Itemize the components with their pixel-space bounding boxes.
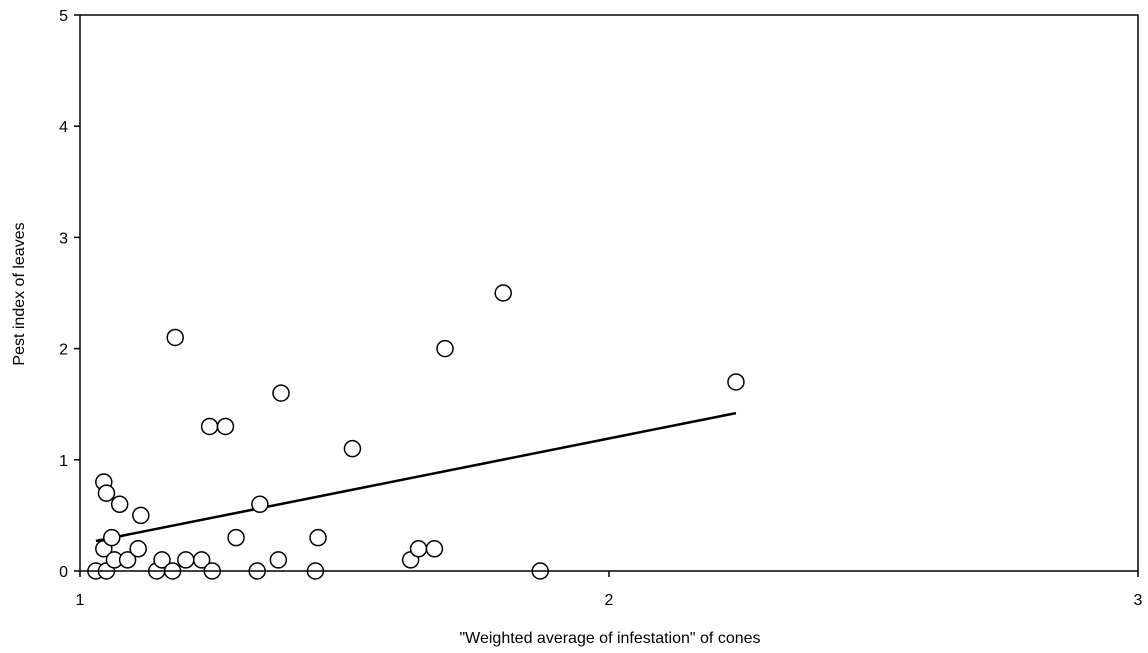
x-tick-label: 2 [605,592,614,609]
data-point [272,384,290,402]
data-point [200,417,219,436]
data-point [216,417,235,436]
data-point [192,551,211,569]
y-tick-label: 5 [59,8,68,25]
y-tick-label: 0 [59,564,68,581]
data-point [166,328,184,347]
data-point [425,540,444,558]
data-point [97,484,116,502]
x-tick-label: 1 [76,592,85,609]
data-point [727,373,745,391]
data-point [309,528,327,547]
y-tick-label: 3 [59,230,68,247]
data-point [177,551,195,569]
data-point [129,540,147,558]
x-axis-title: "Weighted average of infestation" of con… [459,630,760,647]
x-tick-label: 3 [1134,592,1143,609]
data-point [227,528,245,547]
data-point [251,495,269,514]
axes-layer [79,14,1139,572]
data-point [494,284,512,302]
data-point [102,528,121,547]
y-tick-label: 4 [59,119,68,136]
y-axis-title: Pest index of leaves [11,222,28,365]
y-tick-label: 2 [59,342,68,359]
plot-frame [79,14,1139,572]
y-tick-label: 1 [59,453,68,470]
data-point [110,495,129,514]
trendline-layer [95,411,737,543]
data-point [436,339,454,358]
trendline [95,411,737,543]
data-point [153,551,171,569]
data-point [409,540,428,558]
data-point [118,551,137,569]
data-point [132,506,150,525]
data-point [269,551,288,569]
data-point [343,439,362,458]
